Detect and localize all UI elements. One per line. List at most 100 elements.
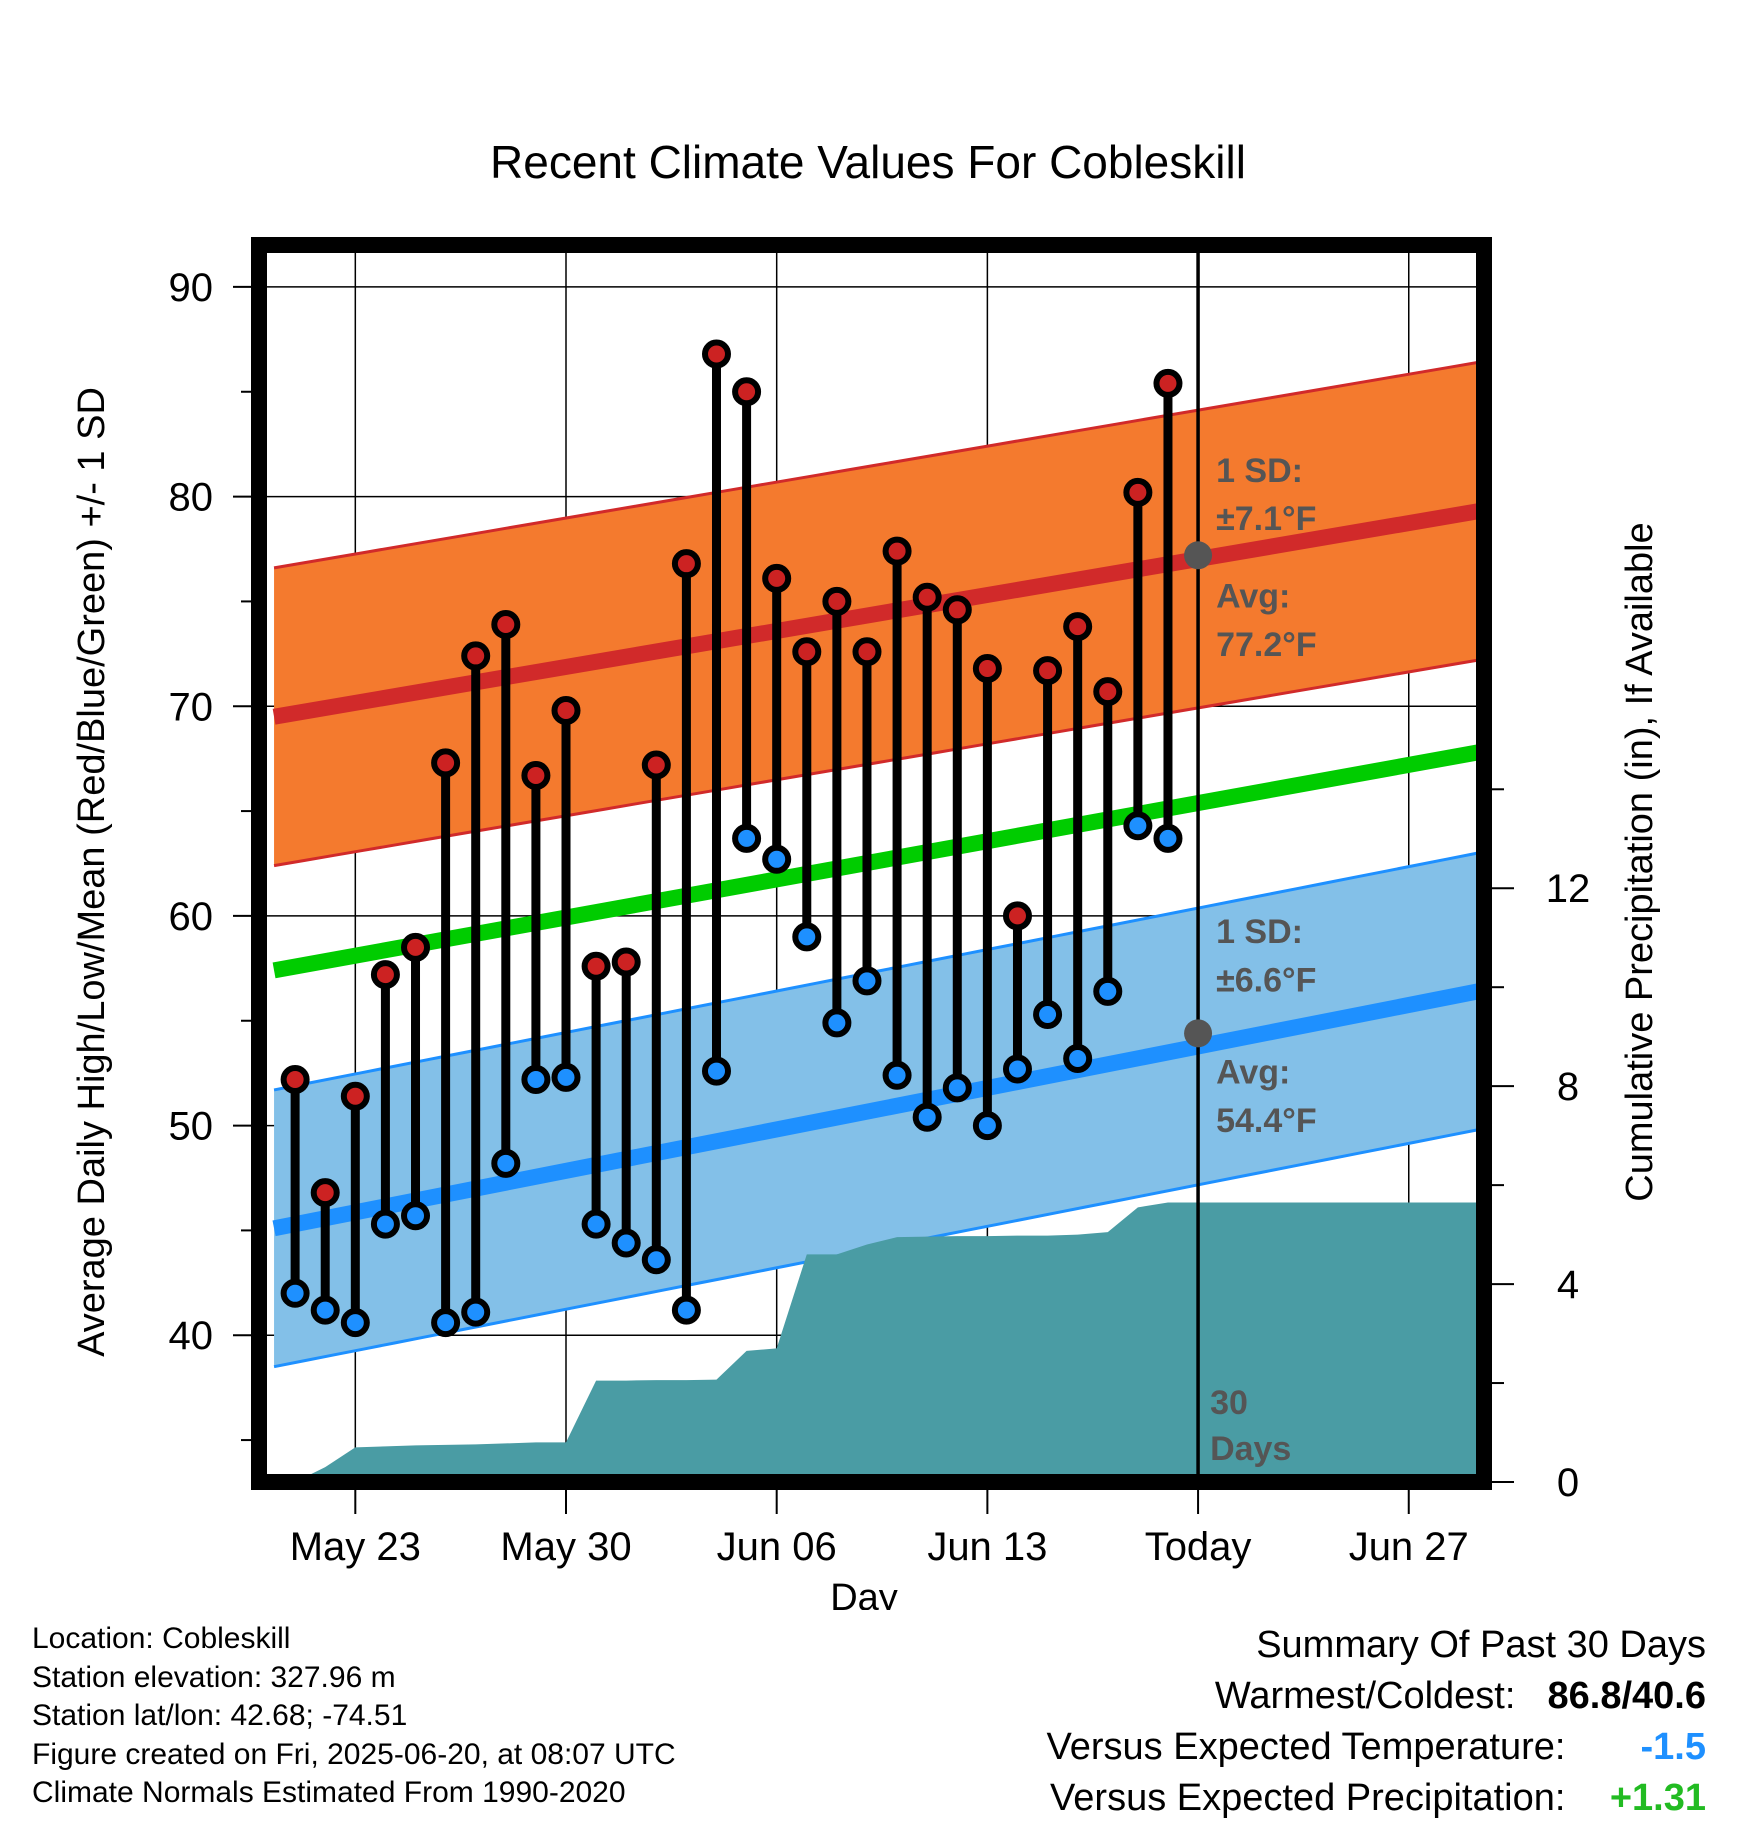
daily-low-point: [1153, 823, 1183, 853]
y-tick-label-right: 4: [1557, 1263, 1579, 1307]
avg-high-label-line1: Avg:: [1216, 578, 1290, 616]
x-tick-label: Jun 06: [717, 1525, 837, 1569]
elevation-text: Station elevation: 327.96 m: [32, 1660, 396, 1694]
warmest-coldest-value: 86.8/40.6: [1547, 1675, 1706, 1717]
daily-low-point: [521, 1064, 551, 1094]
station-metadata: Location: Cobleskill Station elevation: …: [32, 1620, 676, 1813]
location-text: Location: Cobleskill: [32, 1622, 291, 1655]
daily-low-point: [401, 1201, 431, 1231]
x-tick-label: Jun 13: [927, 1525, 1047, 1569]
daily-low-point: [671, 1295, 701, 1325]
temp-departure-label: Versus Expected Temperature:: [1046, 1726, 1566, 1768]
normals-text: Climate Normals Estimated From 1990-2020: [32, 1776, 626, 1809]
precip-departure-row: Versus Expected Precipitation: +1.31: [1047, 1773, 1706, 1824]
daily-low-point: [461, 1297, 491, 1327]
daily-high-point: [1033, 656, 1063, 686]
summary-heading: Summary Of Past 30 Days: [1256, 1624, 1706, 1666]
avg-low-label-line2: 54.4°F: [1216, 1102, 1317, 1140]
daily-high-point: [762, 563, 792, 593]
temp-departure-value: -1.5: [1640, 1726, 1706, 1768]
created-text: Figure created on Fri, 2025-06-20, at 08…: [32, 1737, 676, 1771]
y-axis-label-right: Cumulative Precipitation (in), If Availa…: [1619, 522, 1661, 1201]
daily-low-point: [310, 1295, 340, 1325]
sd-high-label-line2: ±7.1°F: [1216, 500, 1316, 538]
daily-high-point: [912, 582, 942, 612]
daily-high-point: [491, 609, 521, 639]
y-tick-label-right: 12: [1546, 867, 1591, 911]
daily-low-point: [732, 823, 762, 853]
daily-high-point: [1002, 901, 1032, 931]
daily-high-point: [1123, 477, 1153, 507]
daily-high-point: [822, 586, 852, 616]
daily-low-point: [912, 1102, 942, 1132]
precip-departure-value: +1.31: [1609, 1777, 1706, 1819]
today-days-label-line2: Days: [1210, 1430, 1291, 1468]
today-avg-low-marker: [1184, 1019, 1213, 1048]
daily-high-point: [581, 951, 611, 981]
x-tick-label: May 23: [290, 1525, 421, 1569]
x-tick-label: May 30: [500, 1525, 631, 1569]
precip-departure-label: Versus Expected Precipitation:: [1050, 1777, 1566, 1819]
sd-low-label-line2: ±6.6°F: [1216, 961, 1316, 999]
daily-low-point: [1002, 1054, 1032, 1084]
daily-high-point: [401, 932, 431, 962]
sd-low-label-line1: 1 SD:: [1216, 913, 1303, 951]
daily-low-point: [792, 922, 822, 952]
plot-frame: [251, 237, 1492, 1490]
daily-low-point: [972, 1111, 1002, 1141]
climate-chart: Recent Climate Values For Cobleskill 1 S…: [71, 136, 1661, 1610]
daily-high-point: [280, 1064, 310, 1094]
avg-high-label-line2: 77.2°F: [1216, 626, 1317, 664]
daily-high-point: [340, 1081, 370, 1111]
daily-low-point: [882, 1060, 912, 1090]
daily-low-point: [822, 1008, 852, 1038]
daily-high-point: [431, 748, 461, 778]
daily-low-point: [1063, 1043, 1093, 1073]
daily-high-point: [611, 947, 641, 977]
x-tick-label: Today: [1145, 1525, 1252, 1569]
today-days-label-line1: 30: [1210, 1384, 1248, 1422]
y-tick-label-left: 70: [169, 685, 214, 729]
y-tick-label-left: 40: [169, 1314, 214, 1358]
daily-high-point: [671, 549, 701, 579]
daily-low-point: [701, 1056, 731, 1086]
daily-high-point: [1093, 677, 1123, 707]
y-tick-label-right: 0: [1557, 1461, 1579, 1505]
summary-panel: Summary Of Past 30 Days Warmest/Coldest:…: [1047, 1620, 1706, 1824]
daily-low-point: [942, 1073, 972, 1103]
y-axis-label-left: Average Daily High/Low/Mean (Red/Blue/Gr…: [71, 387, 113, 1357]
latlon-text: Station lat/lon: 42.68; -74.51: [32, 1699, 408, 1732]
cumulative-precip-area: [295, 1202, 1478, 1482]
daily-low-point: [280, 1278, 310, 1308]
daily-low-point: [551, 1062, 581, 1092]
daily-low-point: [491, 1148, 521, 1178]
warmest-coldest-label: Warmest/Coldest:: [1214, 1675, 1516, 1717]
daily-high-point: [551, 695, 581, 725]
daily-high-point: [641, 750, 671, 780]
daily-high-point: [701, 339, 731, 369]
daily-high-point: [521, 760, 551, 790]
y-tick-label-left: 90: [169, 266, 214, 310]
daily-low-point: [641, 1245, 671, 1275]
daily-low-point: [762, 844, 792, 874]
avg-low-label-line1: Avg:: [1216, 1054, 1290, 1092]
daily-high-point: [1063, 612, 1093, 642]
y-tick-label-left: 80: [169, 476, 214, 520]
daily-high-point: [461, 641, 491, 671]
temp-departure-row: Versus Expected Temperature: -1.5: [1047, 1722, 1706, 1773]
daily-low-point: [852, 966, 882, 996]
warmest-coldest-row: Warmest/Coldest: 86.8/40.6: [1047, 1671, 1706, 1722]
daily-high-point: [882, 536, 912, 566]
daily-low-point: [431, 1308, 461, 1338]
daily-high-point: [370, 960, 400, 990]
daily-high-point: [942, 595, 972, 625]
sd-high-label-line1: 1 SD:: [1216, 452, 1303, 490]
daily-low-point: [1033, 999, 1063, 1029]
daily-high-point: [310, 1178, 340, 1208]
daily-low-point: [340, 1308, 370, 1338]
y-tick-label-right: 8: [1557, 1065, 1579, 1109]
daily-low-point: [370, 1209, 400, 1239]
daily-high-point: [792, 637, 822, 667]
daily-high-point: [852, 637, 882, 667]
plot-area: [259, 245, 1484, 1482]
